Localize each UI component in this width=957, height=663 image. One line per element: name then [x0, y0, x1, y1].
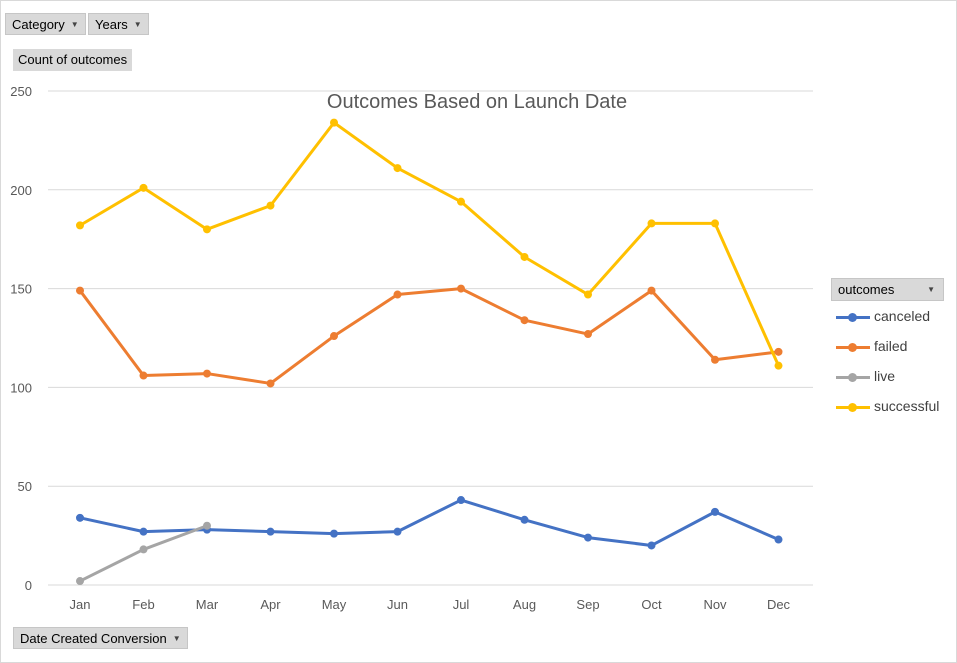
value-field-button[interactable]: Count of outcomes [13, 49, 133, 71]
data-point[interactable] [266, 201, 275, 210]
x-tick-label: Oct [641, 597, 662, 612]
data-point[interactable] [520, 252, 529, 261]
data-point[interactable] [711, 219, 719, 228]
legend-label: live [874, 368, 896, 384]
series-line-canceled [79, 498, 780, 547]
y-tick-label: 250 [10, 84, 32, 99]
chevron-down-icon: ▼ [172, 634, 181, 643]
x-axis-ticks: Jan Feb Mar Apr May Jun Jul Aug Sep Oct Nov Dec [70, 597, 791, 612]
data-point[interactable] [139, 545, 148, 554]
data-point[interactable] [393, 527, 402, 536]
axis-field-label: Date Created Conversion [20, 631, 167, 646]
data-point[interactable] [330, 529, 338, 538]
data-point[interactable] [76, 286, 84, 295]
data-point[interactable] [266, 527, 275, 536]
data-point[interactable] [520, 515, 529, 524]
x-tick-label: Sep [576, 597, 599, 612]
category-filter-button[interactable]: Category ▼ [5, 13, 86, 35]
data-point[interactable] [647, 541, 656, 550]
chevron-down-icon: ▼ [133, 20, 142, 29]
data-point[interactable] [76, 577, 84, 586]
data-point[interactable] [711, 507, 719, 516]
y-axis-ticks: 0 50 100 150 200 250 [10, 84, 32, 593]
series-line-successful [79, 121, 780, 367]
data-point[interactable] [457, 197, 465, 206]
x-tick-label: Aug [513, 597, 536, 612]
data-point[interactable] [203, 369, 211, 378]
data-point[interactable] [139, 527, 148, 536]
data-point[interactable] [647, 286, 656, 295]
data-point[interactable] [330, 118, 338, 127]
data-point[interactable] [76, 221, 84, 230]
category-filter-label: Category [12, 17, 65, 32]
data-point[interactable] [711, 355, 719, 364]
legend-label: successful [874, 398, 940, 414]
data-point[interactable] [584, 533, 592, 542]
x-tick-label: Jan [70, 597, 91, 612]
legend-title: outcomes [838, 282, 895, 297]
series-failed [76, 284, 783, 388]
y-tick-label: 100 [10, 380, 32, 395]
series-successful [76, 118, 783, 370]
data-point[interactable] [393, 290, 402, 299]
chevron-down-icon: ▼ [70, 20, 79, 29]
x-tick-label: Nov [703, 597, 727, 612]
chevron-down-icon: ▼ [927, 285, 935, 294]
legend-item-successful[interactable]: successful [836, 397, 951, 417]
legend-marker [848, 373, 857, 382]
data-point[interactable] [647, 219, 656, 228]
legend-filter-button[interactable]: outcomes ▼ [831, 278, 944, 301]
x-tick-label: Feb [132, 597, 154, 612]
data-point[interactable] [203, 521, 211, 530]
data-point[interactable] [774, 535, 783, 544]
legend-label: failed [874, 338, 908, 354]
data-point[interactable] [520, 316, 529, 325]
data-point[interactable] [76, 513, 84, 522]
data-point[interactable] [330, 332, 338, 341]
axis-field-button[interactable]: Date Created Conversion ▼ [13, 627, 188, 649]
legend-label: canceled [874, 308, 931, 324]
data-point[interactable] [457, 496, 465, 505]
y-tick-label: 150 [10, 282, 32, 297]
x-tick-label: May [322, 597, 347, 612]
x-tick-label: Apr [260, 597, 281, 612]
y-tick-label: 0 [25, 578, 32, 593]
legend-marker [848, 403, 857, 412]
data-point[interactable] [266, 379, 275, 388]
data-point[interactable] [457, 284, 465, 293]
series-line-failed [78, 287, 779, 385]
data-point[interactable] [584, 290, 592, 299]
years-filter-label: Years [95, 17, 128, 32]
x-tick-label: Jul [453, 597, 470, 612]
x-tick-label: Mar [196, 597, 219, 612]
series-layer [76, 118, 783, 586]
data-point[interactable] [139, 371, 148, 380]
x-tick-label: Jun [387, 597, 408, 612]
gridlines [48, 90, 813, 586]
legend-item-failed[interactable]: failed [836, 337, 951, 357]
data-point[interactable] [774, 347, 783, 356]
data-point[interactable] [139, 183, 148, 192]
series-live [76, 521, 211, 586]
legend-marker [848, 313, 857, 322]
data-point[interactable] [774, 361, 783, 370]
legend-item-live[interactable]: live [836, 367, 951, 387]
x-tick-label: Dec [767, 597, 791, 612]
legend-item-canceled[interactable]: canceled [836, 307, 951, 327]
data-point[interactable] [584, 330, 592, 339]
y-tick-label: 200 [10, 183, 32, 198]
series-canceled [76, 496, 783, 550]
data-point[interactable] [393, 164, 402, 173]
chart-title: Outcomes Based on Launch Date [327, 91, 627, 113]
data-point[interactable] [203, 225, 211, 234]
years-filter-button[interactable]: Years ▼ [88, 13, 149, 35]
y-tick-label: 50 [18, 479, 32, 494]
legend-marker [848, 343, 857, 352]
